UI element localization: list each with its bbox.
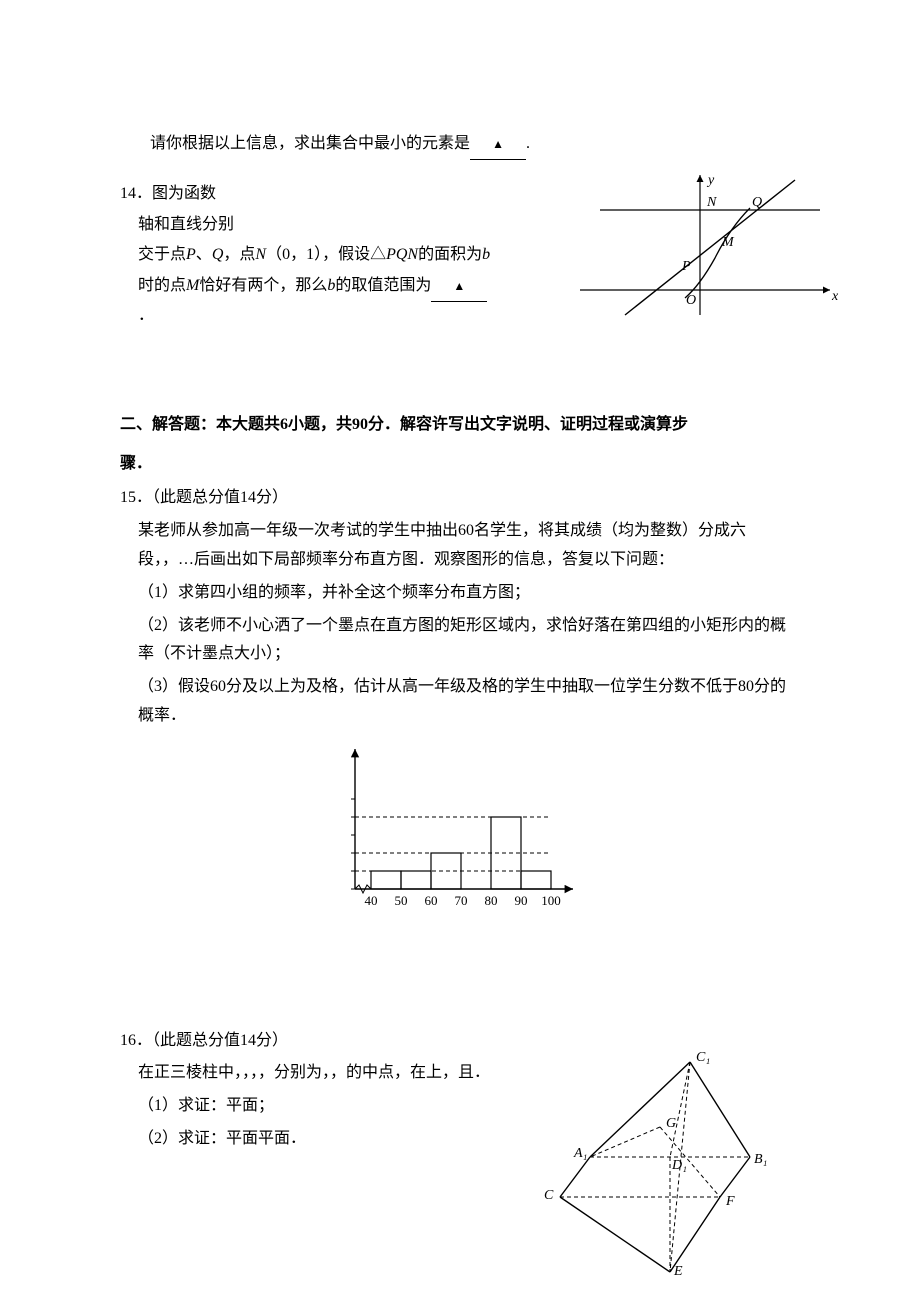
svg-text:N: N (706, 195, 717, 210)
svg-text:Q: Q (752, 195, 762, 210)
svg-text:y: y (706, 173, 715, 188)
q16-wrap: 16．（此题总分值14分） 在正三棱柱中，，，，分别为，，的中点，在上，且． （… (120, 1027, 800, 1154)
q15-p1: 某老师从参加高一年级一次考试的学生中抽出60名学生，将其成绩（均为整数）分成六段… (138, 517, 800, 575)
svg-text:C₁: C₁ (696, 1050, 710, 1065)
svg-text:x: x (831, 289, 839, 304)
q14-l2: 轴和直线分别 (138, 216, 234, 233)
q15-p3: （2）该老师不小心洒了一个墨点在直方图的矩形区域内，求恰好落在第四组的小矩形内的… (138, 612, 800, 670)
svg-text:B₁: B₁ (754, 1152, 767, 1167)
svg-text:G: G (666, 1116, 676, 1131)
q14-l1: 图为函数 (152, 185, 216, 202)
q13-line: 请你根据以上信息，求出集合中最小的元素是. (150, 130, 800, 160)
section2-cont: 骤． (120, 450, 800, 479)
q14-line2: 轴和直线分别 (138, 211, 500, 240)
q15-label: 15．（此题总分值14分） (120, 484, 800, 513)
svg-text:70: 70 (455, 893, 468, 908)
svg-text:A₁: A₁ (573, 1146, 587, 1161)
svg-text:O: O (686, 293, 696, 308)
svg-text:C: C (544, 1188, 554, 1203)
q14-line3: 交于点P、Q，点N（0，1），假设△PQN的面积为b (138, 241, 500, 270)
svg-text:100: 100 (541, 893, 561, 908)
q14-line4: 时的点M恰好有两个，那么b的取值范围为． (138, 272, 500, 331)
q13-text: 请你根据以上信息，求出集合中最小的元素是 (150, 135, 470, 152)
svg-text:50: 50 (395, 893, 408, 908)
svg-text:60: 60 (425, 893, 438, 908)
q14-graph: y x N Q M P O (570, 170, 850, 320)
q14-blank (431, 272, 487, 302)
q14-text: 14．图为函数 轴和直线分别 交于点P、Q，点N（0，1），假设△PQN的面积为… (120, 180, 500, 331)
svg-text:90: 90 (515, 893, 528, 908)
svg-text:P: P (681, 259, 691, 274)
q14-line1: 14．图为函数 (120, 180, 500, 209)
q14-wrap: 14．图为函数 轴和直线分别 交于点P、Q，点N（0，1），假设△PQN的面积为… (120, 180, 800, 331)
section2-header: 二、解答题：本大题共6小题，共90分．解容许写出文字说明、证明过程或演算步 (120, 411, 800, 440)
q15-p4: （3）假设60分及以上为及格，估计从高一年级及格的学生中抽取一位学生分数不低于8… (138, 673, 800, 731)
q13-blank (470, 130, 526, 160)
q15-p2: （1）求第四小组的频率，并补全这个频率分布直方图； (138, 579, 800, 608)
svg-text:40: 40 (365, 893, 378, 908)
histogram: 40 50 60 70 80 90 100 (325, 741, 595, 916)
prism-figure: C₁ G A₁ B₁ D₁ C F E (520, 1047, 780, 1277)
svg-text:E: E (673, 1264, 683, 1277)
svg-text:M: M (721, 235, 735, 250)
svg-text:D₁: D₁ (671, 1158, 687, 1173)
histogram-wrap: 40 50 60 70 80 90 100 (120, 741, 800, 927)
q14-num: 14． (120, 185, 152, 202)
svg-text:80: 80 (485, 893, 498, 908)
svg-text:F: F (725, 1194, 735, 1209)
q13-suffix: . (526, 135, 530, 152)
